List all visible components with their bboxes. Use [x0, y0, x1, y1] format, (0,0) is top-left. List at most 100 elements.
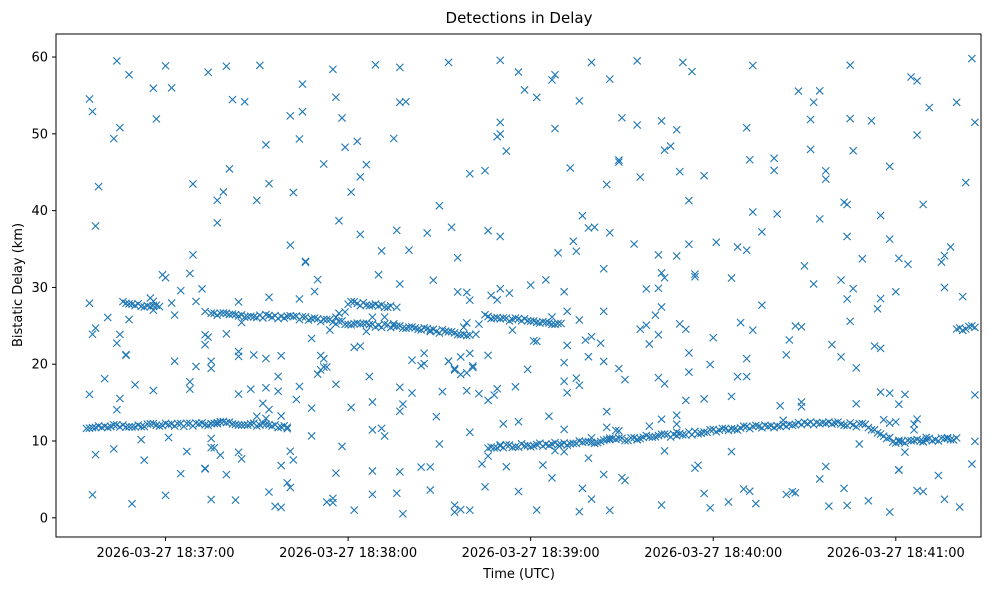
data-point — [468, 363, 477, 372]
data-point — [681, 396, 690, 405]
data-point — [940, 283, 949, 292]
data-point — [286, 241, 295, 250]
data-point — [237, 421, 246, 430]
data-point — [642, 321, 651, 330]
data-point — [684, 240, 693, 249]
data-point — [261, 420, 270, 429]
data-point — [849, 284, 858, 293]
y-tick-label: 50 — [31, 127, 48, 142]
data-point — [255, 61, 264, 70]
data-point — [745, 487, 754, 496]
data-point — [794, 87, 803, 96]
data-point — [785, 420, 794, 429]
data-point — [356, 172, 365, 181]
data-point — [970, 390, 979, 399]
data-point — [843, 232, 852, 241]
data-point — [152, 421, 161, 430]
x-tick-label: 2026-03-27 18:40:00 — [644, 546, 782, 561]
data-point — [115, 123, 124, 132]
data-point — [185, 377, 194, 386]
data-point — [286, 111, 295, 120]
data-point — [700, 171, 709, 180]
data-point — [322, 363, 331, 372]
data-point — [465, 428, 474, 437]
data-point — [365, 372, 374, 381]
data-point — [700, 394, 709, 403]
data-point — [672, 420, 681, 429]
data-point — [222, 329, 231, 338]
data-point — [891, 287, 900, 296]
data-point — [265, 488, 273, 497]
data-point — [191, 297, 200, 306]
data-point — [249, 312, 258, 321]
data-point — [201, 307, 210, 316]
data-point — [657, 415, 666, 424]
data-point — [544, 412, 553, 421]
data-point — [231, 496, 240, 505]
data-point — [657, 501, 666, 510]
data-point — [334, 309, 343, 318]
data-point — [903, 436, 912, 445]
data-point — [599, 264, 608, 273]
y-axis-label: Bistatic Delay (km) — [11, 223, 26, 347]
data-point — [958, 292, 967, 301]
data-point — [350, 343, 359, 352]
data-point — [560, 447, 569, 456]
data-point — [292, 395, 301, 404]
data-point — [222, 470, 231, 479]
data-point — [876, 388, 885, 397]
data-point — [739, 485, 748, 494]
data-point — [894, 400, 903, 409]
data-point — [365, 320, 374, 329]
data-point — [128, 499, 137, 508]
data-point — [885, 162, 894, 171]
data-point — [319, 159, 328, 168]
data-point — [368, 425, 377, 434]
data-point — [633, 56, 642, 65]
data-point — [900, 390, 909, 399]
data-point — [201, 420, 210, 429]
data-point — [694, 461, 703, 470]
data-point — [894, 465, 903, 474]
data-point — [353, 137, 362, 146]
data-point — [191, 362, 200, 371]
data-point — [602, 423, 611, 432]
data-point — [395, 98, 404, 107]
data-point — [125, 70, 134, 79]
data-point — [554, 440, 563, 449]
data-point — [821, 166, 830, 175]
data-point — [450, 365, 459, 374]
data-point — [508, 443, 517, 452]
data-point — [614, 156, 623, 165]
data-point — [824, 502, 833, 511]
data-point — [727, 274, 736, 283]
data-point — [338, 442, 347, 451]
data-point — [554, 319, 563, 328]
data-point — [414, 325, 423, 334]
data-point — [940, 495, 949, 504]
data-point — [575, 507, 584, 516]
data-point — [477, 459, 486, 468]
data-point — [115, 394, 124, 403]
data-point — [511, 314, 520, 323]
data-point — [900, 448, 909, 457]
data-point — [246, 385, 255, 394]
data-point — [645, 340, 654, 349]
data-point — [146, 419, 155, 428]
data-point — [879, 415, 888, 424]
data-point — [599, 307, 608, 316]
data-point — [471, 330, 480, 339]
data-point — [657, 303, 666, 312]
data-point — [563, 388, 572, 397]
data-point — [791, 488, 800, 497]
data-point — [362, 327, 371, 336]
data-point — [614, 364, 623, 373]
data-point — [484, 351, 493, 360]
data-point — [770, 154, 779, 163]
data-point — [526, 317, 535, 326]
data-point — [392, 489, 401, 498]
data-point — [621, 375, 629, 384]
data-point — [797, 402, 806, 411]
data-point — [398, 509, 407, 518]
data-point — [362, 160, 371, 169]
